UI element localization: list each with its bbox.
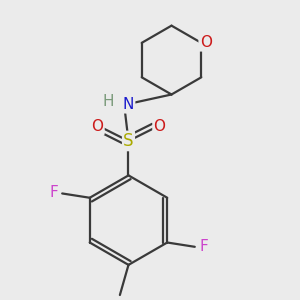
Text: O: O [92, 119, 104, 134]
Text: S: S [123, 132, 134, 150]
Text: N: N [123, 97, 134, 112]
Text: O: O [200, 35, 211, 50]
Text: O: O [154, 119, 166, 134]
Text: H: H [103, 94, 114, 109]
Text: F: F [49, 185, 58, 200]
Text: F: F [199, 239, 208, 254]
